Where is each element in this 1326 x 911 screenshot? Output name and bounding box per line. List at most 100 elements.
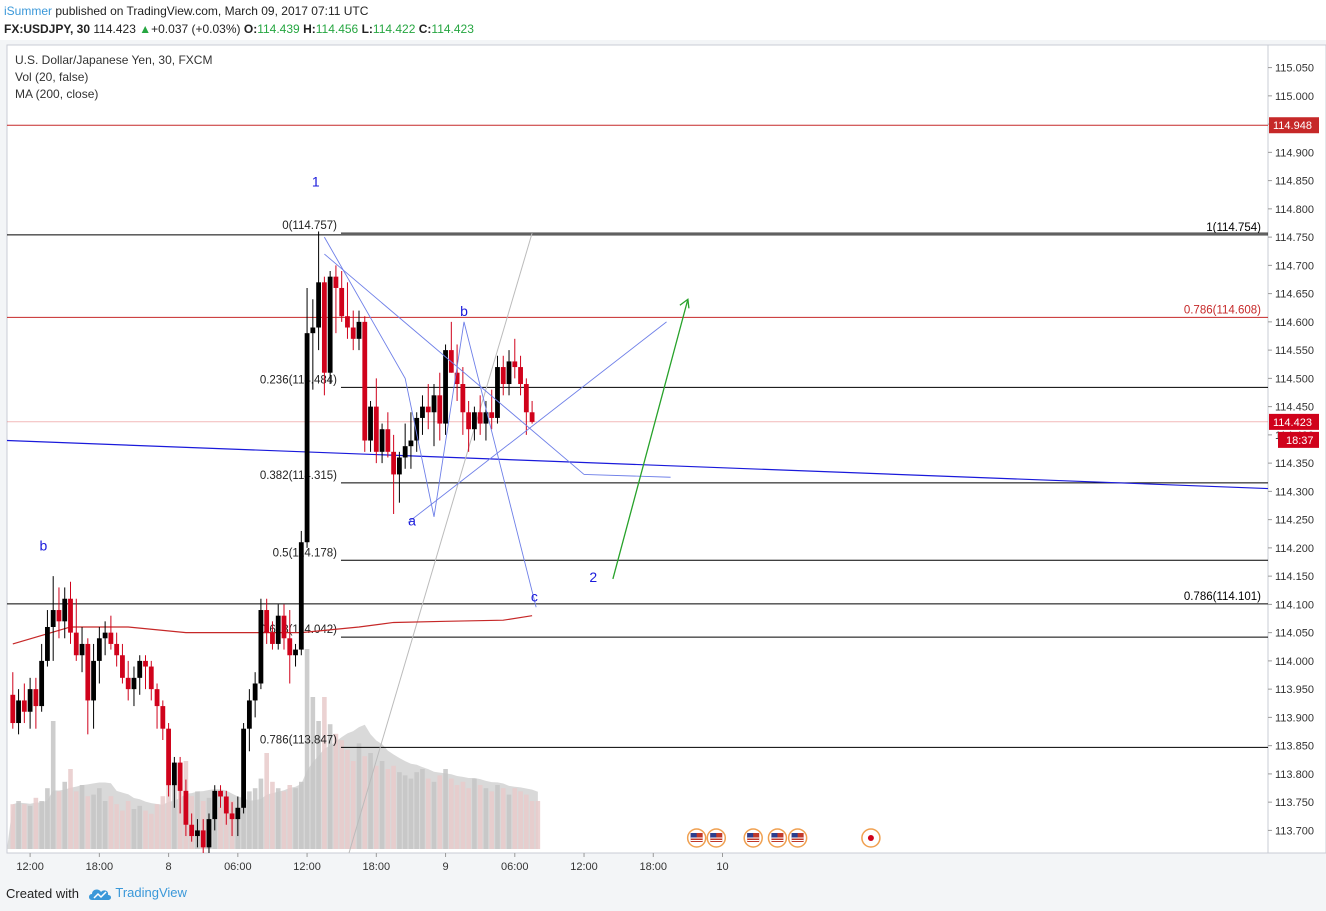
candle-body — [223, 796, 229, 814]
event-dot-icon — [867, 835, 874, 841]
candle-body — [218, 790, 223, 797]
countdown-badge-label: 18:37 — [1286, 435, 1314, 447]
candle-body — [402, 446, 408, 458]
x-tick-label: 12:00 — [293, 861, 321, 873]
y-tick-label: 113.900 — [1275, 712, 1314, 724]
wave-label: b — [39, 538, 47, 554]
candle-body — [166, 728, 171, 786]
candle-body — [270, 632, 275, 644]
candle-body — [529, 412, 535, 422]
candle-body — [275, 615, 281, 644]
candle-body — [137, 660, 143, 678]
publish-info: published on TradingView.com, March 09, … — [55, 4, 369, 18]
candle-body — [356, 321, 362, 339]
candle-body — [345, 316, 350, 328]
legend-volume[interactable]: Vol (20, false) — [15, 70, 89, 84]
flag-canton-icon — [690, 833, 697, 838]
candle-body — [321, 282, 327, 373]
volume-bar — [356, 743, 362, 849]
price-axis-badge-label: 114.948 — [1273, 120, 1312, 132]
candle-body — [316, 282, 322, 328]
candle-body — [68, 598, 73, 633]
candle-body — [477, 412, 483, 424]
low-value: 114.422 — [372, 22, 416, 36]
volume-bar — [460, 781, 466, 849]
volume-bar — [97, 788, 102, 849]
volume-bar — [518, 791, 523, 849]
volume-bar — [385, 769, 391, 849]
volume-bar — [125, 801, 131, 849]
triangle-upper-extension — [584, 473, 671, 478]
volume-bar — [293, 788, 298, 849]
last-price-badge — [1269, 413, 1319, 430]
publish-line: iSummer published on TradingView.com, Ma… — [4, 4, 368, 18]
fib-retracement-label: 0.382(114.315) — [260, 470, 337, 482]
volume-bar — [374, 765, 379, 849]
fib-extension-label: 1(114.754) — [1206, 222, 1261, 234]
volume-bar — [16, 801, 21, 849]
volume-bar — [45, 788, 50, 849]
fib-retracement-label: 0.236(114.484) — [260, 374, 337, 386]
y-tick-label: 114.550 — [1275, 345, 1314, 357]
candle-body — [512, 361, 518, 368]
y-tick-label: 114.050 — [1275, 628, 1314, 640]
y-tick-label: 113.700 — [1275, 825, 1314, 837]
created-with-label: Created with — [6, 886, 79, 901]
candle-body — [333, 276, 339, 288]
candle-body — [391, 451, 397, 475]
price-chart[interactable]: 115.050115.000114.950114.900114.850114.8… — [0, 40, 1326, 876]
legend-title: U.S. Dollar/Japanese Yen, 30, FXCM — [15, 53, 213, 67]
author-link[interactable]: iSummer — [4, 4, 53, 18]
y-tick-label: 114.800 — [1275, 204, 1314, 216]
candle-body — [85, 643, 91, 701]
tradingview-logo[interactable]: TradingView — [88, 885, 187, 901]
candle-body — [120, 655, 125, 678]
volume-bar — [304, 649, 310, 849]
volume-bar — [310, 697, 316, 849]
volume-bar — [252, 788, 258, 849]
close-label: C: — [418, 22, 432, 36]
volume-bar — [264, 753, 269, 849]
volume-bar — [535, 801, 541, 849]
volume-bar — [143, 810, 148, 849]
volume-bar — [512, 788, 518, 849]
volume-bar — [85, 796, 91, 849]
change-up-icon: ▲ — [139, 22, 152, 36]
candle-body — [443, 350, 448, 424]
x-tick-label: 12:00 — [570, 861, 598, 873]
candle-body — [483, 412, 489, 424]
volume-bar — [345, 749, 350, 849]
volume-bar — [39, 801, 44, 849]
candle-body — [327, 276, 333, 373]
volume-bar — [79, 785, 85, 849]
volume-bar — [120, 810, 125, 849]
volume-bar — [466, 788, 471, 849]
wave-bc-leg — [433, 321, 537, 608]
legend-ma[interactable]: MA (200, close) — [15, 87, 99, 101]
publish-header: iSummer published on TradingView.com, Ma… — [0, 0, 1326, 41]
x-tick-label: 18:00 — [363, 861, 391, 873]
fib-extension-label: 0.786(114.608) — [1184, 304, 1261, 316]
y-tick-label: 114.450 — [1275, 402, 1314, 414]
fib-retracement-label: 0.5(114.178) — [273, 547, 338, 559]
candle-body — [500, 367, 506, 385]
candle-body — [396, 457, 402, 475]
candle-body — [79, 643, 85, 656]
candle-body — [385, 429, 391, 452]
volume-bar — [131, 809, 137, 849]
y-tick-label: 115.000 — [1275, 91, 1314, 103]
projection-arrow — [612, 299, 689, 580]
volume-bar — [327, 724, 333, 849]
volume-bar — [425, 778, 431, 849]
y-tick-label: 113.750 — [1275, 797, 1314, 809]
volume-bar — [414, 772, 419, 849]
candle-body — [379, 429, 385, 452]
candle-body — [33, 689, 39, 707]
volume-bar — [397, 772, 402, 849]
triangle-lower-line — [407, 321, 667, 523]
candle-body — [310, 327, 316, 334]
volume-bar — [333, 733, 339, 849]
volume-bar — [483, 788, 489, 849]
candle-body — [425, 406, 431, 413]
close-value: 114.423 — [431, 22, 474, 36]
